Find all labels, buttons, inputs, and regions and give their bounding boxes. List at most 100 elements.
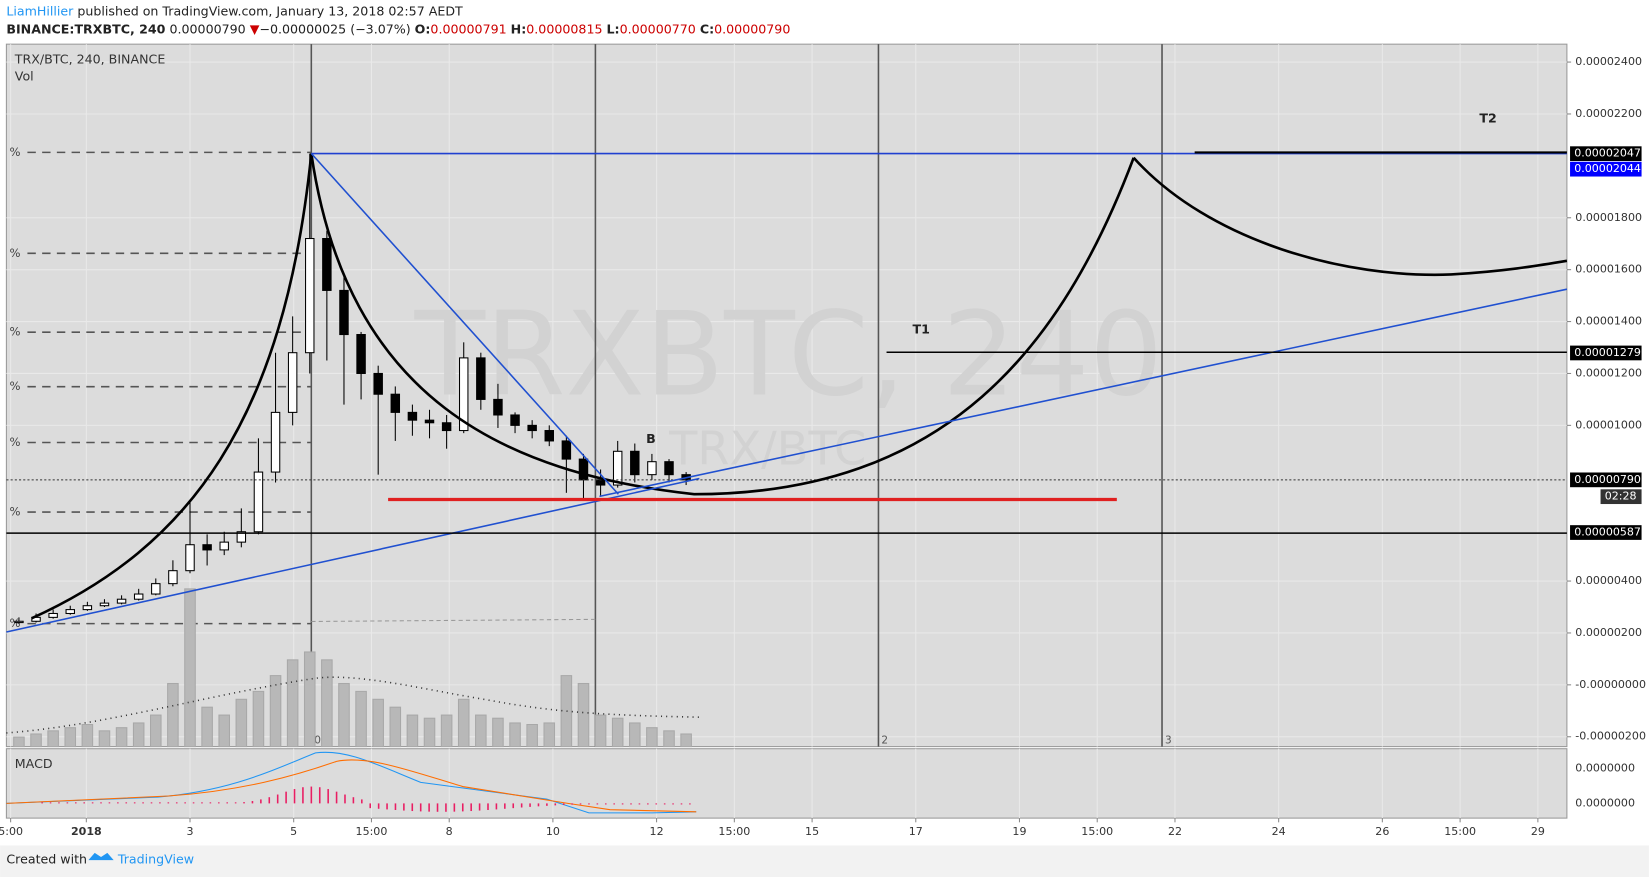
x-tick-label: 15 (805, 825, 819, 838)
volume-bar (235, 698, 248, 748)
price-tag (1570, 146, 1642, 162)
candle-body (14, 620, 24, 624)
volume-bar (286, 659, 299, 748)
candle-body (219, 541, 229, 551)
volume-bar (201, 706, 213, 748)
y-tick-label: 0.00001000 (1575, 418, 1642, 431)
y-tick-label: 0.00002200 (1575, 107, 1642, 120)
candle-body (236, 531, 247, 543)
ohlc-value: 0.00000770 (620, 21, 696, 36)
volume-bar (184, 588, 196, 748)
trend-line (310, 152, 619, 495)
x-tick-label: 15:00 (718, 825, 750, 838)
watermark-sub: TRX/BTC (668, 422, 866, 476)
x-tick-label: 15:00 (1081, 825, 1113, 838)
price-tag-label: 0.00002044 (1574, 162, 1641, 175)
x-tick-label: 5 (290, 825, 297, 838)
candle-body (664, 461, 674, 476)
y-tick-label: 0.00000400 (1575, 574, 1642, 587)
ohlc-key: C: (700, 21, 714, 36)
volume-bar (423, 717, 436, 748)
ohlc-key: H: (511, 21, 527, 36)
volume-bar (47, 730, 59, 748)
volume-bar (132, 722, 145, 748)
y-tick-label: 0.00001800 (1575, 211, 1642, 224)
price-tag-label: 0.00001279 (1574, 346, 1641, 359)
chart-title: TRX/BTC, 240, BINANCE (14, 51, 166, 66)
candle-body (458, 357, 469, 432)
candle-body (99, 602, 110, 607)
data: 0123%%%%%%% (6, 44, 1567, 748)
candle-body (185, 544, 195, 572)
volume-bar (475, 714, 487, 748)
ohlc-value: 0.00000791 (430, 21, 506, 36)
candle-body (253, 471, 264, 533)
x-tick-label: 17 (909, 825, 923, 838)
candle-body (441, 422, 452, 432)
candle-body (424, 419, 435, 424)
y-tick-label: 0.00002400 (1575, 55, 1642, 68)
x-tick-label: 12 (650, 825, 664, 838)
volume-bar (646, 727, 658, 748)
author[interactable]: LiamHillier (6, 3, 74, 18)
x-tick-label: 2018 (71, 825, 102, 838)
volume-bar (526, 723, 538, 748)
y-tick-label: 0.00001400 (1575, 315, 1642, 328)
watermark: TRXBTC, 240 (413, 289, 1162, 423)
countdown-tag (1600, 489, 1642, 505)
change: −0.00000025 (−3.07%) (259, 21, 410, 36)
candle-body (390, 393, 401, 413)
footer-brand[interactable]: TradingView (117, 852, 194, 867)
volume-bar (629, 722, 641, 748)
price-tag (1570, 345, 1642, 361)
volume-bar (303, 651, 316, 748)
arrow: ▼ (250, 21, 260, 36)
y-tick-label: 0.00001200 (1575, 366, 1642, 379)
volume-bar (406, 714, 419, 748)
candle-body (202, 544, 212, 551)
fib-label: % (10, 145, 21, 159)
fib-extension (311, 618, 596, 622)
annotation: T2 (1479, 110, 1496, 125)
macd-line (6, 751, 697, 814)
header-line: LiamHillier published on TradingView.com… (6, 3, 463, 18)
x-tick-label: 15:00 (1444, 825, 1476, 838)
trend-line (6, 477, 700, 633)
volume-bar (611, 717, 624, 748)
candle-body (322, 237, 332, 291)
x-tick-label: 10 (546, 825, 560, 838)
x-tick-label: 3 (186, 825, 193, 838)
volume-bar (492, 717, 504, 748)
fib-label: % (10, 325, 21, 339)
candle-body (630, 450, 640, 476)
volume-bar (167, 682, 179, 748)
main-pane (5, 43, 1568, 748)
volume-bar (338, 682, 350, 748)
logo (88, 852, 114, 861)
volume-bar (115, 727, 128, 748)
candle-body (270, 411, 281, 473)
macd-pane (5, 748, 1568, 819)
published: published on TradingView.com, January 13… (77, 3, 463, 18)
x-tick-label: 15:00 (356, 825, 388, 838)
fib-label: % (10, 505, 21, 519)
candle-body (151, 583, 161, 595)
x-tick-label: 24 (1272, 825, 1286, 838)
candle-body (578, 458, 589, 481)
volume-bar (560, 675, 573, 748)
volume-bar (440, 714, 453, 748)
price-tag-label: 0.00000790 (1574, 473, 1641, 486)
volume-bar (64, 727, 77, 748)
price-tag (1570, 161, 1642, 177)
macd-histogram (41, 786, 691, 812)
volume-bar (594, 714, 607, 748)
x-tick-label: 19 (1012, 825, 1026, 838)
x-tick-label: 5:00 (0, 825, 23, 838)
symbol-line: BINANCE:TRXBTC, 240 0.00000790 ▼−0.00000… (6, 21, 790, 36)
x-tick-label: 8 (446, 825, 453, 838)
volume-bar (321, 659, 333, 748)
volume-bar (30, 733, 42, 748)
drawings (6, 151, 1568, 734)
